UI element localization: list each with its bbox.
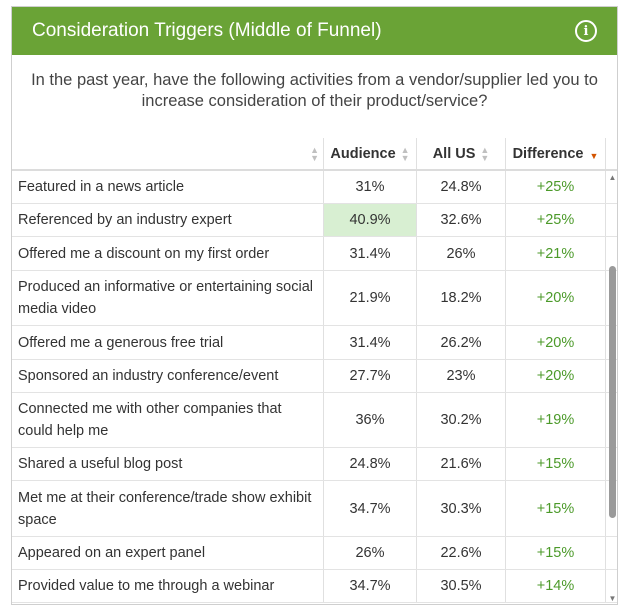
difference-cell: +20% <box>506 326 606 359</box>
table-row: Sponsored an industry conference/event 2… <box>12 360 617 393</box>
difference-cell: +19% <box>506 393 606 447</box>
sort-icon[interactable]: ▲ ▼ <box>480 144 490 163</box>
activity-cell: Provided value to me through a webinar <box>12 570 324 602</box>
audience-cell: 26% <box>324 537 417 569</box>
table-row: Shared a useful blog post 24.8% 21.6% +1… <box>12 448 617 481</box>
audience-cell: 31.4% <box>324 326 417 359</box>
table-header: ▲ ▼ Audience ▲ ▼ All US ▲ ▼ Difference ▼ <box>12 138 617 171</box>
difference-cell: +15% <box>506 537 606 569</box>
difference-cell: +21% <box>506 237 606 270</box>
consideration-triggers-card: Consideration Triggers (Middle of Funnel… <box>11 6 618 605</box>
column-label-difference: Difference <box>512 145 584 162</box>
table-body[interactable]: Featured in a news article 31% 24.8% +25… <box>12 171 617 603</box>
column-header-audience[interactable]: Audience ▲ ▼ <box>324 138 417 169</box>
audience-cell-highlighted: 40.9% <box>324 204 417 236</box>
audience-cell: 27.7% <box>324 360 417 392</box>
activity-cell: Sponsored an industry conference/event <box>12 360 324 392</box>
all-us-cell: 30.3% <box>417 481 506 536</box>
scroll-up-arrow-icon[interactable]: ▲ <box>608 173 617 182</box>
all-us-cell: 21.6% <box>417 448 506 480</box>
scroll-down-arrow-icon[interactable]: ▼ <box>608 594 617 603</box>
info-icon[interactable]: i <box>575 20 597 42</box>
table-row: Provided value to me through a webinar 3… <box>12 570 617 603</box>
data-table: ▲ ▼ Audience ▲ ▼ All US ▲ ▼ Difference ▼ Fe… <box>12 138 617 603</box>
all-us-cell: 18.2% <box>417 271 506 325</box>
card-title: Consideration Triggers (Middle of Funnel… <box>32 20 382 41</box>
table-row: Offered me a discount on my first order … <box>12 237 617 271</box>
sort-icon[interactable]: ▲ ▼ <box>400 144 410 163</box>
column-header-all-us[interactable]: All US ▲ ▼ <box>417 138 506 169</box>
card-header: Consideration Triggers (Middle of Funnel… <box>12 7 617 55</box>
survey-question: In the past year, have the following act… <box>31 71 598 110</box>
vertical-scrollbar[interactable]: ▲ ▼ <box>608 171 617 603</box>
table-row: Referenced by an industry expert 40.9% 3… <box>12 204 617 237</box>
sort-icon[interactable]: ▲ ▼ <box>310 144 319 163</box>
all-us-cell: 30.2% <box>417 393 506 447</box>
table-row: Featured in a news article 31% 24.8% +25… <box>12 171 617 204</box>
difference-cell: +15% <box>506 448 606 480</box>
activity-cell: Referenced by an industry expert <box>12 204 324 236</box>
activity-cell: Offered me a discount on my first order <box>12 237 324 270</box>
table-row: Produced an informative or entertaining … <box>12 271 617 326</box>
column-header-difference[interactable]: Difference ▼ <box>506 138 606 169</box>
all-us-cell: 22.6% <box>417 537 506 569</box>
scrollbar-thumb[interactable] <box>609 266 616 518</box>
all-us-cell: 24.8% <box>417 171 506 203</box>
all-us-cell: 26% <box>417 237 506 270</box>
column-label-audience: Audience <box>330 145 396 162</box>
activity-cell: Offered me a generous free trial <box>12 326 324 359</box>
table-row: Connected me with other companies that c… <box>12 393 617 448</box>
activity-cell: Shared a useful blog post <box>12 448 324 480</box>
activity-cell: Met me at their conference/trade show ex… <box>12 481 324 536</box>
table-row: Offered me a generous free trial 31.4% 2… <box>12 326 617 360</box>
all-us-cell: 30.5% <box>417 570 506 602</box>
all-us-cell: 26.2% <box>417 326 506 359</box>
activity-cell: Appeared on an expert panel <box>12 537 324 569</box>
difference-cell: +20% <box>506 360 606 392</box>
audience-cell: 34.7% <box>324 570 417 602</box>
audience-cell: 31.4% <box>324 237 417 270</box>
column-header-activity[interactable]: ▲ ▼ <box>12 138 324 169</box>
audience-cell: 34.7% <box>324 481 417 536</box>
difference-cell: +25% <box>506 171 606 203</box>
activity-cell: Featured in a news article <box>12 171 324 203</box>
all-us-cell: 23% <box>417 360 506 392</box>
audience-cell: 36% <box>324 393 417 447</box>
difference-cell: +20% <box>506 271 606 325</box>
difference-cell: +14% <box>506 570 606 602</box>
audience-cell: 31% <box>324 171 417 203</box>
audience-cell: 24.8% <box>324 448 417 480</box>
difference-cell: +15% <box>506 481 606 536</box>
table-row: Met me at their conference/trade show ex… <box>12 481 617 537</box>
sort-descending-icon[interactable]: ▼ <box>589 150 599 161</box>
table-rows: Featured in a news article 31% 24.8% +25… <box>12 171 617 603</box>
column-label-all-us: All US <box>432 145 476 162</box>
activity-cell: Produced an informative or entertaining … <box>12 271 324 325</box>
all-us-cell: 32.6% <box>417 204 506 236</box>
activity-cell: Connected me with other companies that c… <box>12 393 324 447</box>
audience-cell: 21.9% <box>324 271 417 325</box>
table-row: Appeared on an expert panel 26% 22.6% +1… <box>12 537 617 570</box>
difference-cell: +25% <box>506 204 606 236</box>
